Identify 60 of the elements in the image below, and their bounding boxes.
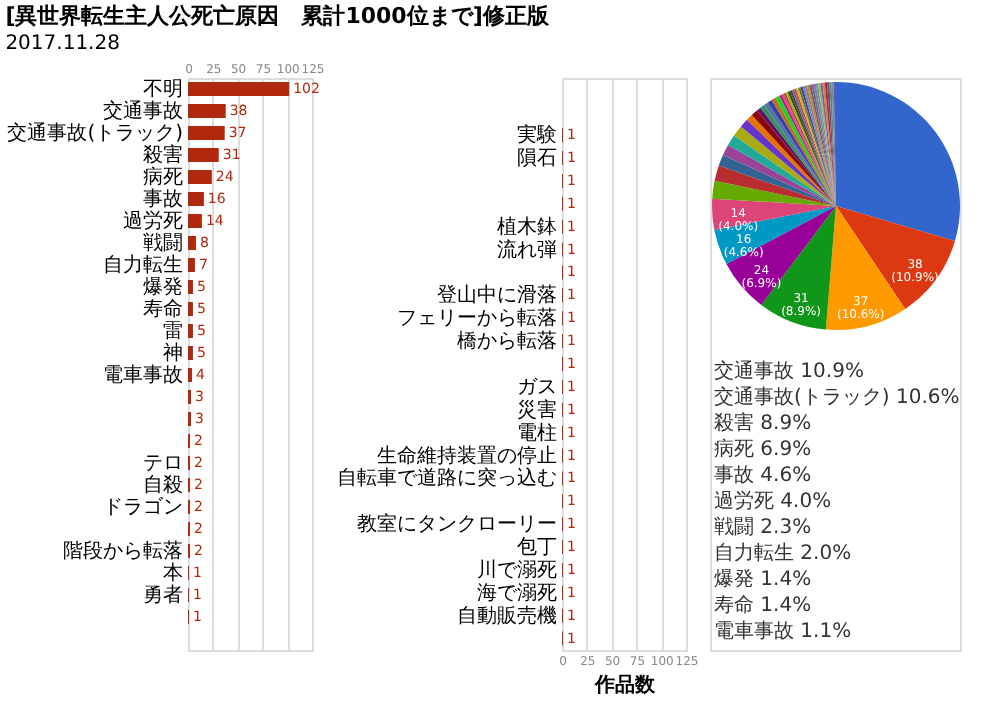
bar [188, 148, 219, 162]
y-tick-label: 自力転生 [103, 253, 183, 277]
y-tick-label: 植木鉢 [497, 214, 557, 239]
category-label: 電車事故 1.1% [714, 621, 852, 643]
y-tick-label: 爆発 [143, 275, 183, 299]
y-tick-label: ガス [517, 376, 557, 399]
y-tick-label: 実験 [517, 123, 557, 148]
y-tick-label: 海で溺死 [477, 580, 557, 605]
y-tick-label: 教室にタンクローリー [357, 512, 557, 537]
category-label: 過労死 4.0% [714, 491, 832, 513]
category-label: 自力転生 2.0% [714, 543, 852, 565]
y-tick-label: 寿命 [143, 297, 183, 321]
y-tick-label: フェリーから転落 [397, 306, 557, 331]
y-tick-label: 殺害 [143, 143, 183, 167]
category-label: 交通事故 10.9% [714, 361, 864, 383]
y-tick-label: 階段から転落 [63, 539, 183, 563]
bar [188, 126, 225, 140]
category-label: 事故 4.6% [714, 465, 812, 487]
category-label: 病死 6.9% [714, 439, 812, 461]
chart-title: [異世界転生主人公死亡原因 累計1000位まで]修正版 [5, 3, 551, 29]
y-tick-label: 登山中に滑落 [437, 283, 557, 308]
y-tick-label: 本 [163, 561, 183, 585]
y-tick-label: 電車事故 [103, 363, 183, 387]
y-tick-label: 隕石 [517, 148, 557, 171]
bar [188, 258, 195, 272]
y-tick-label: 交通事故 [103, 99, 183, 123]
y-tick-label: 流れ弾 [497, 237, 557, 262]
y-tick-label: 過労死 [123, 209, 183, 233]
y-tick-label: 自殺 [143, 473, 183, 497]
y-tick-label: 包丁 [517, 535, 557, 560]
bar [188, 104, 226, 118]
y-tick-label: 不明 [143, 79, 183, 101]
y-tick-label: 災害 [517, 397, 557, 422]
y-tick-label: 自動販売機 [457, 603, 557, 628]
category-label: 爆発 1.4% [714, 569, 812, 591]
y-tick-label: 川で溺死 [477, 557, 557, 582]
y-tick-label: 事故 [143, 187, 183, 211]
category-label: 殺害 8.9% [714, 413, 812, 435]
x-axis-title: 作品数 [593, 673, 657, 697]
y-tick-label: ドラゴン [103, 495, 183, 519]
y-tick-label: テロ [143, 453, 183, 475]
y-tick-label: 生命維持装置の停止 [377, 443, 557, 468]
y-tick-label: 自転車で道路に突っ込む [337, 466, 557, 491]
chart-subtitle: 2017.11.28 [5, 33, 120, 55]
category-label: 寿命 1.4% [714, 595, 812, 617]
bar [188, 192, 204, 206]
y-tick-label: 雷 [163, 321, 183, 343]
y-tick-label: 電柱 [517, 420, 557, 445]
category-label: 戦闘 2.3% [714, 517, 812, 539]
y-tick-label: 交通事故(トラック) [7, 121, 184, 145]
y-tick-label: 病死 [143, 165, 183, 189]
category-label: 交通事故(トラック) 10.6% [714, 387, 960, 409]
y-tick-label: 神 [163, 341, 183, 365]
y-tick-label: 戦闘 [143, 231, 183, 255]
y-tick-label: 橋から転落 [457, 329, 557, 354]
bar [188, 236, 196, 250]
bar [188, 170, 212, 184]
y-tick-label: 勇者 [143, 583, 183, 607]
bar [188, 214, 202, 228]
bar [188, 82, 290, 96]
